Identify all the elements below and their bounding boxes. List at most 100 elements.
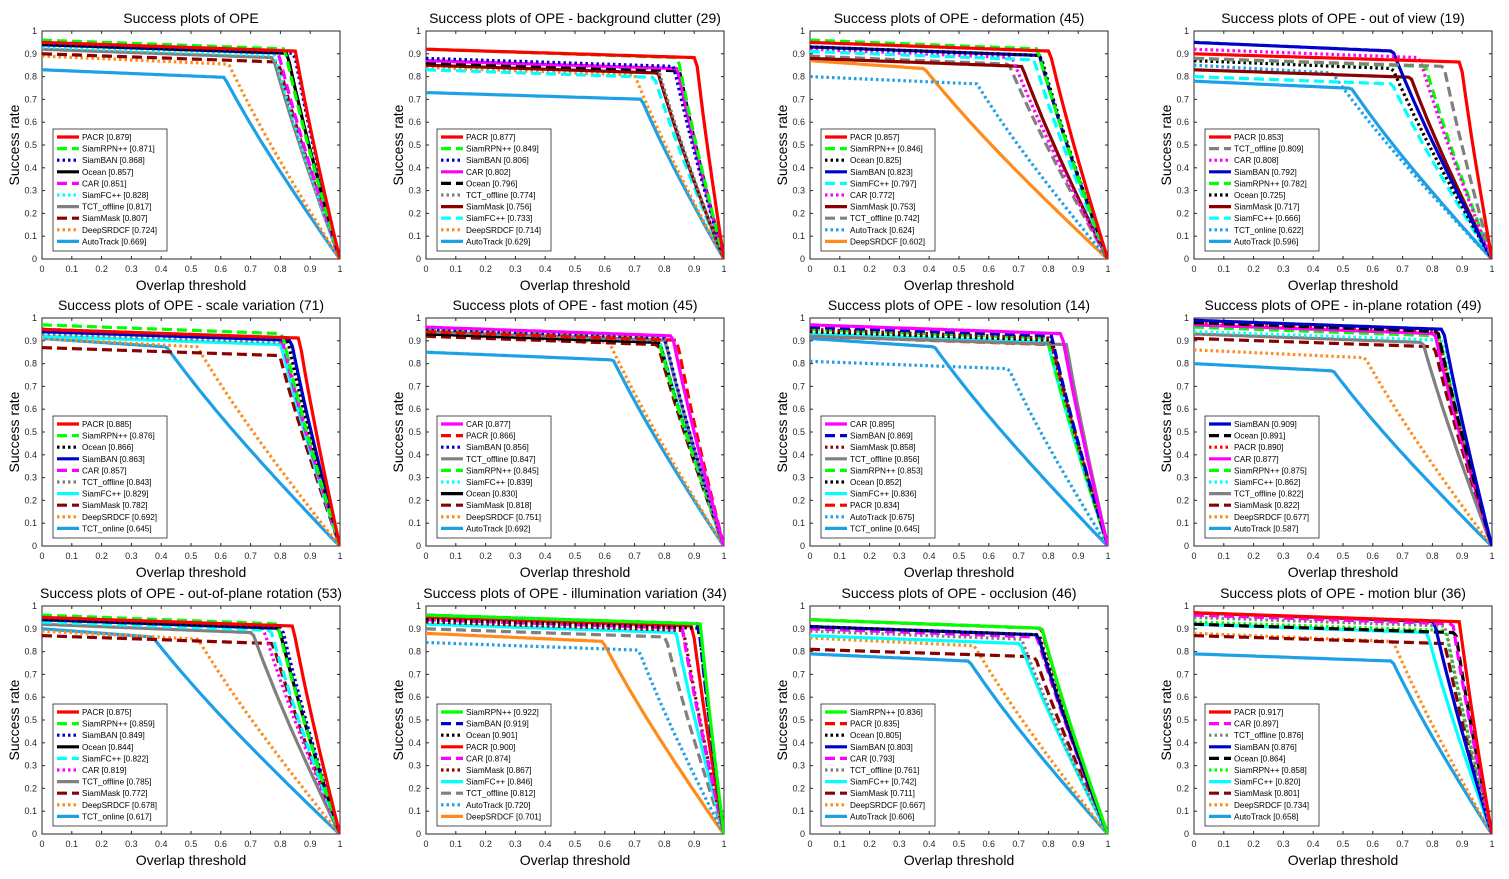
legend-label: SiamMask [0.858]	[850, 443, 916, 452]
x-tick-label: 0.5	[569, 839, 582, 849]
x-tick-label: 1	[1105, 264, 1110, 274]
x-tick-label: 0.7	[1396, 839, 1409, 849]
x-tick-label: 0	[423, 551, 428, 561]
legend-label: SiamBAN [0.869]	[850, 432, 913, 441]
legend: PACR [0.877] SiamRPN++ [0.849] SiamBAN [0.…	[436, 128, 552, 252]
x-tick-label: 0.6	[215, 551, 228, 561]
y-tick-label: 0.9	[792, 624, 805, 634]
legend-label: SiamRPN++ [0.845]	[466, 466, 539, 475]
legend-label: Ocean [0.901]	[466, 731, 517, 740]
legend-label: DeepSRDCF [0.692]	[82, 513, 157, 522]
y-tick-label: 0.9	[24, 49, 37, 59]
y-axis-label: Success rate	[774, 104, 790, 185]
x-tick-label: 0.8	[1042, 551, 1055, 561]
legend-label: PACR [0.866]	[466, 432, 515, 441]
y-tick-label: 0.3	[24, 186, 37, 196]
y-tick-label: 0	[416, 541, 421, 551]
series-line-deepsrdcf	[42, 629, 340, 834]
y-tick-label: 0.1	[24, 806, 37, 816]
legend-label: SiamBAN [0.856]	[466, 443, 529, 452]
legend-label: CAR [0.802]	[466, 168, 511, 177]
y-tick-label: 0.6	[408, 692, 421, 702]
series-line-siamrpn-	[810, 38, 1108, 259]
legend-label: SiamRPN++ [0.782]	[1234, 179, 1307, 188]
series-line-siamrpn-	[1194, 620, 1492, 834]
y-tick-label: 0.1	[792, 806, 805, 816]
x-tick-label: 0.2	[863, 264, 876, 274]
legend-label: PACR [0.834]	[850, 501, 899, 510]
legend-label: CAR [0.877]	[466, 420, 511, 429]
x-tick-label: 0.5	[185, 264, 198, 274]
y-tick-label: 0.5	[24, 715, 37, 725]
x-tick-label: 0	[423, 839, 428, 849]
legend-label: PACR [0.879]	[82, 133, 131, 142]
series-line-tct-online	[1194, 63, 1492, 259]
x-tick-label: 0.4	[539, 839, 552, 849]
y-tick-label: 0.1	[408, 806, 421, 816]
series-line-deepsrdcf	[1194, 631, 1492, 834]
series-line-siammask	[42, 52, 340, 259]
legend-label: SiamFC++ [0.846]	[466, 778, 532, 787]
series-line-tct-offline	[810, 54, 1108, 259]
y-tick-label: 0	[800, 829, 805, 839]
x-tick-label: 0.5	[953, 264, 966, 274]
x-tick-label: 0.4	[923, 264, 936, 274]
y-tick-label: 0.9	[408, 49, 421, 59]
y-tick-label: 0.6	[792, 404, 805, 414]
y-tick-label: 0.9	[24, 624, 37, 634]
x-tick-label: 0.8	[658, 839, 671, 849]
legend-label: SiamFC++ [0.862]	[1234, 478, 1300, 487]
x-axis-label: Overlap threshold	[136, 564, 247, 580]
y-tick-label: 0.2	[792, 783, 805, 793]
series-line-deepsrdcf	[426, 65, 724, 259]
legend-label: SiamMask [0.807]	[82, 214, 148, 223]
x-tick-label: 0.3	[509, 551, 522, 561]
legend-label: SiamMask [0.717]	[1234, 203, 1300, 212]
legend-label: SiamMask [0.867]	[466, 766, 532, 775]
chart-title: Success plots of OPE	[123, 10, 258, 26]
legend-label: SiamBAN [0.823]	[850, 168, 913, 177]
legend-label: PACR [0.885]	[82, 420, 131, 429]
series-line-pacr	[42, 327, 340, 546]
y-tick-label: 0.1	[24, 518, 37, 528]
y-tick-label: 0	[32, 254, 37, 264]
y-tick-label: 0.6	[1176, 692, 1189, 702]
y-tick-label: 0.4	[792, 163, 805, 173]
x-tick-label: 0.1	[1218, 839, 1231, 849]
chart-title: Success plots of OPE - fast motion (45)	[452, 297, 697, 313]
x-tick-label: 0.8	[1042, 264, 1055, 274]
y-tick-label: 0.9	[792, 336, 805, 346]
legend-label: SiamBAN [0.792]	[1234, 168, 1297, 177]
series-line-autotrack	[1194, 652, 1492, 834]
x-tick-label: 0.6	[215, 264, 228, 274]
series-line-siammask	[1194, 336, 1492, 546]
series-line-siamban	[42, 330, 340, 546]
y-axis-label: Success rate	[390, 104, 406, 185]
x-tick-label: 0.5	[185, 839, 198, 849]
y-tick-label: 0.2	[24, 783, 37, 793]
x-tick-label: 0.2	[479, 551, 492, 561]
legend-label: SiamRPN++ [0.853]	[850, 466, 923, 475]
y-tick-label: 0.9	[1176, 49, 1189, 59]
x-tick-label: 0.6	[215, 839, 228, 849]
chart-title: Success plots of OPE - low resolution (1…	[828, 297, 1090, 313]
series-line-siammask	[42, 634, 340, 834]
chart-title: Success plots of OPE - deformation (45)	[834, 10, 1085, 26]
x-tick-label: 0.9	[1072, 551, 1085, 561]
series-line-autotrack	[810, 359, 1108, 546]
x-tick-label: 0	[1191, 264, 1196, 274]
y-tick-label: 1	[32, 26, 37, 36]
x-tick-label: 0.8	[1426, 839, 1439, 849]
y-tick-label: 0.2	[792, 208, 805, 218]
legend: PACR [0.857] SiamRPN++ [0.846] Ocean [0.82…	[820, 128, 936, 252]
chart-5: 0 0.1 0.2 0.3 0.4 0.5 0.6 0.7 0.8 0.9 1 0 0.1 0.2 0.3 0…	[6, 297, 343, 580]
y-tick-label: 0.7	[24, 94, 37, 104]
series-line-pacr	[1194, 52, 1492, 259]
y-tick-label: 0	[416, 254, 421, 264]
legend-label: TCT_offline [0.876]	[1234, 731, 1303, 740]
y-tick-label: 0.1	[408, 231, 421, 241]
legend-label: DeepSRDCF [0.701]	[466, 812, 541, 821]
y-tick-label: 0.4	[24, 738, 37, 748]
x-tick-label: 0.7	[1012, 551, 1025, 561]
